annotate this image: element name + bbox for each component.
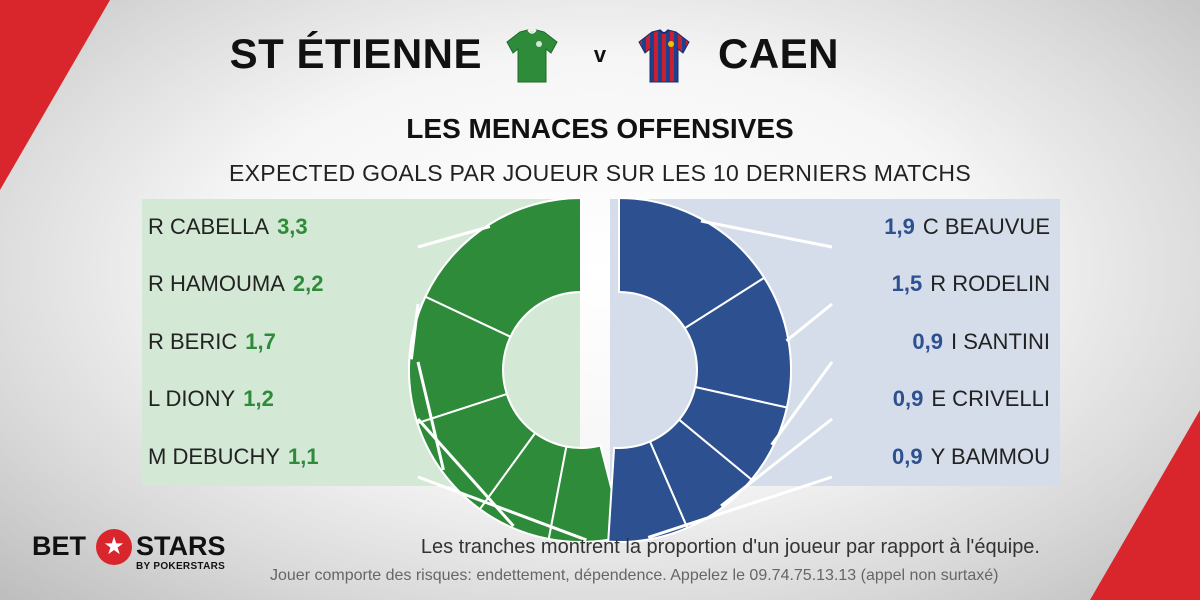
chart-title: LES MENACES OFFENSIVES [406, 113, 794, 144]
player-name: R HAMOUMA [148, 271, 285, 296]
home-team-name: ST ÉTIENNE [229, 30, 482, 77]
home-connector-line [409, 303, 420, 360]
away-player-row: 0,9 E CRIVELLI [893, 379, 1050, 419]
home-connector-line [417, 225, 491, 249]
away-connector-line [720, 417, 833, 508]
logo-subtitle: BY POKERSTARS [136, 561, 226, 572]
away-player-row: 1,9 C BEAUVUE [884, 207, 1050, 247]
player-xg-value: 1,5 [891, 271, 923, 296]
corner-accent-bottom-right [1090, 410, 1200, 600]
away-donut-slice [607, 440, 689, 543]
logo-text-stars: STARS [136, 531, 226, 561]
chart-subtitle: EXPECTED GOALS PAR JOUEUR SUR LES 10 DER… [229, 160, 971, 186]
away-jersey-icon [638, 29, 690, 83]
away-connector-line [647, 475, 833, 539]
player-name: M DEBUCHY [148, 444, 281, 469]
player-xg-value: 0,9 [912, 329, 943, 354]
home-player-row: R BERIC 1,7 [148, 322, 276, 362]
home-player-row: R HAMOUMA 2,2 [148, 264, 323, 304]
home-player-row: R CABELLA 3,3 [148, 207, 308, 247]
star-icon: ★ [96, 529, 132, 565]
player-name: R CABELLA [148, 214, 270, 239]
player-name: C BEAUVUE [922, 214, 1050, 239]
player-xg-value: 1,9 [884, 214, 915, 239]
player-xg-value: 3,3 [277, 214, 308, 239]
home-connector-line [416, 361, 445, 471]
home-player-row: L DIONY 1,2 [148, 379, 274, 419]
player-name: R RODELIN [930, 271, 1050, 296]
player-xg-value: 1,2 [243, 386, 274, 411]
away-connector-line [700, 219, 833, 249]
betstars-logo: BET ★ STARS BY POKERSTARS [32, 529, 232, 581]
corner-accent-top-left [0, 0, 110, 190]
gambling-disclaimer: Jouer comporte des risques: endettement,… [270, 567, 999, 584]
away-player-row: 0,9 I SANTINI [912, 322, 1050, 362]
logo-text-bet: BET [32, 531, 86, 561]
home-jersey-icon [506, 29, 558, 83]
away-donut-slice [618, 196, 766, 330]
away-player-row: 0,9 Y BAMMOU [892, 437, 1050, 477]
player-xg-value: 1,1 [288, 444, 319, 469]
home-player-row: M DEBUCHY 1,1 [148, 437, 319, 477]
player-name: E CRIVELLI [931, 386, 1050, 411]
home-donut-slice [424, 196, 582, 339]
away-team-name: CAEN [718, 30, 840, 77]
away-player-row: 1,5 R RODELIN [892, 264, 1050, 304]
chart-footnote: Les tranches montrent la proportion d'un… [420, 536, 1040, 558]
player-name: R BERIC [148, 329, 238, 354]
home-connector-line [417, 475, 587, 542]
away-connector-line [770, 361, 834, 446]
player-name: I SANTINI [950, 329, 1050, 354]
player-name: L DIONY [148, 386, 236, 411]
player-name: Y BAMMOU [930, 444, 1050, 469]
player-xg-value: 0,9 [892, 444, 923, 469]
player-xg-value: 2,2 [292, 271, 324, 296]
player-xg-value: 1,7 [245, 329, 276, 354]
versus-label: v [593, 42, 607, 67]
away-connector-line [785, 302, 833, 342]
player-xg-value: 0,9 [892, 386, 924, 411]
